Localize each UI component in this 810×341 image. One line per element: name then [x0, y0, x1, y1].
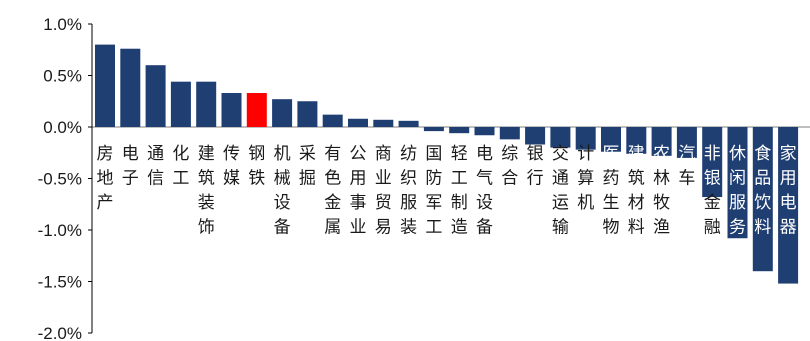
- category-label: 非银金融: [704, 144, 721, 238]
- category-label: 汽车: [678, 144, 695, 189]
- category-label: 综合: [501, 144, 518, 189]
- category-label: 传媒: [223, 144, 240, 189]
- bar: [676, 127, 697, 158]
- category-label: 房地产: [97, 144, 114, 213]
- category-label: 有色金属: [324, 144, 341, 238]
- bar: [525, 127, 546, 145]
- bar: [423, 127, 444, 132]
- category-label: 化工: [172, 144, 189, 189]
- bar: [702, 127, 723, 198]
- category-label: 农林牧渔: [653, 144, 670, 238]
- bar: [246, 93, 267, 127]
- bar: [120, 48, 141, 127]
- bar: [449, 127, 470, 134]
- category-label: 采掘: [299, 144, 316, 189]
- y-tick-label: 0.5%: [43, 67, 82, 86]
- category-label: 医药生物: [603, 144, 620, 238]
- category-label: 交通运输: [552, 144, 569, 238]
- category-label: 计算机: [577, 144, 594, 213]
- category-label: 食品饮料: [754, 144, 771, 238]
- bar: [297, 101, 318, 127]
- category-label: 银行: [527, 144, 544, 189]
- bar: [651, 127, 672, 156]
- y-tick-label: -1.5%: [38, 273, 82, 292]
- category-label: 钢铁: [248, 144, 265, 189]
- category-label: 休闲服务: [729, 144, 746, 238]
- category-label: 国防军工: [425, 144, 442, 238]
- bar: [221, 93, 242, 127]
- bar: [474, 127, 495, 136]
- category-label: 纺织服装: [400, 144, 417, 238]
- category-label: 公用事业: [350, 144, 367, 238]
- bar: [272, 99, 293, 127]
- y-tick-label: -2.0%: [38, 324, 82, 341]
- bar: [499, 127, 520, 140]
- bar: [145, 65, 166, 127]
- bar: [398, 120, 419, 127]
- category-labels: 房地产电子通信化工建筑装饰传媒钢铁机械设备采掘有色金属公用事业商业贸易纺织服装国…: [97, 144, 797, 238]
- y-axis: 1.0% 0.5% 0.0% -0.5% -1.0% -1.5% -2.0%: [38, 15, 810, 341]
- category-label: 建筑装饰: [198, 144, 215, 238]
- category-label: 轻工制造: [451, 144, 468, 238]
- bar: [348, 118, 368, 127]
- y-tick-label: -0.5%: [38, 170, 82, 189]
- bar: [601, 127, 621, 152]
- category-label: 建筑材料: [628, 144, 645, 238]
- bar: [626, 127, 647, 154]
- bar: [322, 114, 343, 127]
- category-label: 电子: [122, 144, 139, 189]
- category-label: 商业贸易: [375, 144, 392, 238]
- y-tick-label: -1.0%: [38, 221, 82, 240]
- y-tick-label: 1.0%: [43, 15, 82, 34]
- bar: [752, 127, 773, 272]
- bar: [550, 127, 571, 148]
- bar: [575, 127, 596, 150]
- bar: [727, 127, 748, 239]
- bar: [373, 119, 394, 127]
- bar: [196, 81, 217, 127]
- category-label: 通信: [147, 144, 164, 189]
- bar: [778, 127, 799, 284]
- category-label: 电气设备: [476, 144, 493, 238]
- y-tick-label: 0.0%: [43, 118, 82, 137]
- category-label: 机械设备: [274, 144, 291, 238]
- bar: [95, 44, 115, 127]
- bar: [170, 81, 191, 127]
- bars: [95, 44, 799, 284]
- category-label: 家用电器: [780, 144, 797, 238]
